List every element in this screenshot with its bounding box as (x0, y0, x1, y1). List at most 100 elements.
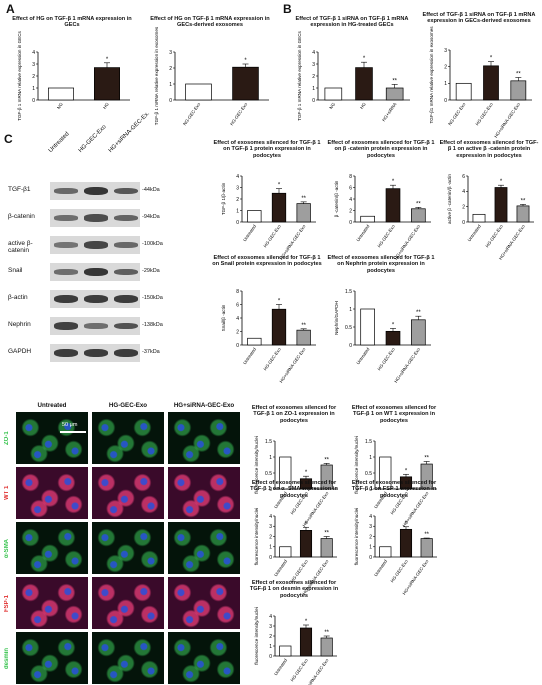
y-tick-label: 0 (349, 220, 352, 226)
y-tick-label: 8 (236, 289, 239, 295)
significance-mark: * (305, 619, 308, 625)
chart-b1: Effect of TGF-β 1 siRNA on TGF-β 1 mRNA … (288, 16, 416, 128)
micro-row-label: α-SMA (4, 538, 10, 558)
y-tick-label: 4 (312, 50, 315, 56)
blot-kda-label: -138kDa (142, 322, 163, 328)
category-label: Untreated (242, 346, 257, 365)
y-axis-label: active β -catenin/β -actin (447, 174, 452, 224)
blot-band (84, 241, 108, 249)
scale-bar-label: 50 μm (62, 422, 78, 428)
y-tick-label: 2 (349, 208, 352, 214)
bar-hg-gec-exo (271, 308, 287, 346)
blot-row: TGF-β1 -44kDa (8, 182, 208, 202)
y-tick-label: 4 (269, 514, 272, 520)
blot-band (84, 348, 108, 358)
blot-kda-label: -100kDa (142, 241, 163, 247)
bar-ng (324, 87, 343, 101)
bar-ng (47, 87, 74, 101)
bar-hg-gec-exo (494, 187, 508, 223)
significance-mark: * (278, 183, 281, 189)
y-tick-label: 3 (269, 524, 272, 530)
blot-strip (50, 263, 140, 281)
chart-plot: 0 1 2 3 4 TGF-β 1 mRNA relative expression in… (297, 30, 410, 123)
blot-row-label: GAPDH (8, 348, 32, 355)
y-tick-label: 0 (236, 343, 239, 349)
category-label: HG+siRNA (381, 102, 398, 123)
blot-row-label: β-actin (8, 294, 28, 301)
chart-plot: 0 1 2 3 4 fluorescence intensity/nuclei Untrea… (354, 508, 437, 596)
blot-band (84, 214, 108, 222)
chart-b2: Effect of TGF-β 1 siRNA on TGF-β 1 mRNA … (420, 12, 538, 139)
significance-mark: * (363, 56, 366, 62)
y-tick-label: 1 (32, 86, 35, 92)
y-tick-label: 3 (312, 62, 315, 68)
micro-row-label: ZO-1 (4, 431, 10, 445)
category-label: NG-GEC-Exo (447, 101, 467, 126)
blot-band (114, 348, 138, 358)
micro-image (168, 577, 240, 629)
bar-untreated (279, 546, 292, 558)
y-tick-label: 2 (312, 74, 315, 80)
category-label: HG+siRNA-GEC-Exo (279, 346, 307, 383)
y-tick-label: 2 (462, 204, 465, 210)
bar-hg-gec-exo (299, 478, 313, 490)
blot-kda-label: -37kDa (142, 349, 160, 355)
y-tick-label: 0 (444, 98, 447, 104)
category-label: HG-GEC-Exo (376, 346, 396, 371)
bar-hg-sirna (385, 87, 404, 101)
blot-row: Snail -29kDa (8, 263, 208, 283)
category-label: HG-GEC-Exo (229, 101, 249, 126)
chart-plot: 0 1 2 3 4 fluorescence intensity/nuclei Untrea… (254, 508, 337, 596)
significance-mark: * (305, 521, 308, 527)
y-tick-label: 1 (269, 644, 272, 650)
blot-strip (50, 317, 140, 335)
bar-hg-gec-exo (271, 192, 287, 223)
y-axis-label: TGF-β 1 mRNA relative expression in GECs (17, 30, 22, 120)
category-label: HG+siRNA-GEC-Exo (393, 346, 421, 383)
micro-image (168, 412, 240, 464)
bar-hg (355, 67, 373, 101)
y-tick-label: 0 (269, 555, 272, 561)
blot-band (84, 323, 108, 329)
category-label: Untreated (355, 223, 370, 242)
bar-hg-sirna-gec-exo (296, 329, 311, 346)
y-tick-label: 1 (349, 307, 352, 313)
significance-mark: * (500, 179, 503, 185)
bar-untreated (360, 215, 375, 223)
chart-title: Effect of exosomes silenced for TGF-β 1 … (351, 405, 437, 424)
y-tick-label: 2 (236, 329, 239, 335)
y-tick-label: 0 (269, 487, 272, 493)
micro-row-label: WT 1 (4, 485, 10, 501)
chart-title: Effect of HG on TGF-β 1 mRNA expression … (150, 16, 270, 29)
category-label: HG (102, 101, 110, 110)
bar-untreated (379, 546, 392, 558)
chart-title: Effect of exosomes silenced for TGF-β 1 … (250, 480, 338, 499)
y-tick-label: 1 (269, 545, 272, 551)
y-tick-label: 6 (236, 302, 239, 308)
y-tick-label: 4 (236, 316, 239, 322)
chart-c3: Effect of exosomes silenced for TGF-β 1 … (438, 140, 540, 261)
scale-bar (60, 431, 86, 433)
bar-hg-gec-exo (399, 528, 413, 558)
chart-d2: Effect of exosomes silenced for TGF-β 1 … (345, 405, 443, 528)
bar-untreated (279, 456, 292, 490)
y-tick-label: 6 (462, 174, 465, 180)
blot-strip (50, 236, 140, 254)
y-tick-label: 3 (369, 524, 372, 530)
chart-plot: 0 2 4 6 active β -catenin/β -actin Untreated *… (447, 174, 534, 261)
y-tick-label: 2 (269, 634, 272, 640)
y-tick-label: 3 (269, 624, 272, 630)
y-tick-label: 3 (32, 62, 35, 68)
bar-hg-sirna-gec-exo (420, 463, 433, 490)
significance-mark: ** (416, 310, 421, 316)
blot-strip (50, 182, 140, 200)
bar-hg-sirna-gec-exo (320, 538, 333, 558)
y-tick-label: 3 (169, 50, 172, 56)
significance-mark: * (405, 468, 408, 474)
bar-hg-gec-exo (299, 530, 313, 558)
bar-hg-gec-exo (299, 627, 313, 657)
y-tick-label: 1 (369, 455, 372, 461)
panel-label-c: C (4, 132, 13, 146)
blot-band (114, 242, 138, 248)
micro-row-label: desmin (4, 647, 10, 669)
